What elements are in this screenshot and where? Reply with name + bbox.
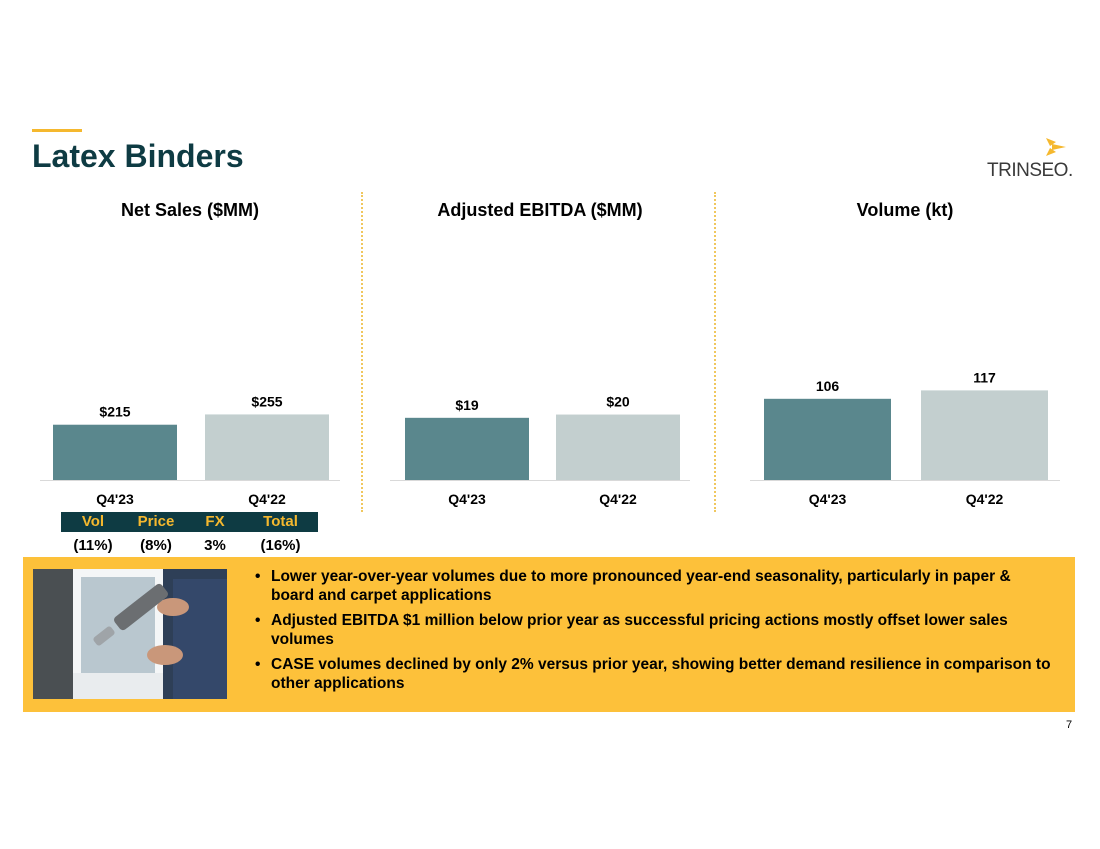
bar-q4-23	[53, 424, 177, 480]
bar-q4-23	[764, 398, 891, 480]
data-label: $19	[455, 397, 479, 413]
data-label: $215	[99, 404, 130, 420]
net-sales-bridge-values: (11%) (8%) 3% (16%)	[61, 536, 318, 556]
title-accent-line	[32, 129, 82, 132]
data-label: 106	[816, 378, 840, 394]
category-label: Q4'23	[448, 491, 486, 507]
net-sales-chart: $215 Q4'23 $255 Q4'22	[40, 393, 340, 507]
page-title: Latex Binders	[32, 138, 244, 174]
logo-wordmark: TRINSEO.	[987, 160, 1073, 181]
bar-q4-22	[556, 414, 680, 480]
category-label: Q4'22	[248, 491, 286, 507]
chevron-logo-icon	[1046, 138, 1066, 156]
net-sales-bridge-header: Vol Price FX Total	[61, 512, 318, 532]
bullet-ebitda: Adjusted EBITDA $1 million below prior y…	[253, 611, 1053, 649]
adjusted-ebitda-chart: $19 Q4'23 $20 Q4'22	[390, 394, 690, 507]
category-label: Q4'23	[96, 491, 134, 507]
bar-q4-23	[405, 417, 529, 480]
window-sealant-photo	[33, 569, 227, 699]
category-label: Q4'23	[809, 491, 847, 507]
volume-chart-title: Volume (kt)	[856, 200, 954, 220]
bridge-header-vol: Vol	[81, 513, 105, 530]
bullet-case-volumes: CASE volumes declined by only 2% versus …	[253, 655, 1053, 693]
bridge-value-fx: 3%	[204, 537, 226, 554]
net-sales-chart-title: Net Sales ($MM)	[120, 200, 260, 220]
trinseo-logo: TRINSEO.	[984, 136, 1076, 182]
bridge-value-vol: (11%)	[73, 537, 113, 554]
volume-chart: 106 Q4'23 117 Q4'22	[750, 369, 1060, 507]
chart-divider-2	[714, 192, 716, 512]
commentary-banner: Lower year-over-year volumes due to more…	[23, 557, 1075, 712]
data-label: $20	[606, 394, 630, 410]
bridge-value-total: (16%)	[260, 537, 301, 554]
bridge-value-price: (8%)	[140, 537, 172, 554]
bridge-header-price: Price	[137, 513, 175, 530]
bullet-volumes: Lower year-over-year volumes due to more…	[253, 567, 1053, 605]
category-label: Q4'22	[966, 491, 1004, 507]
bridge-header-fx: FX	[205, 513, 225, 530]
adjusted-ebitda-chart-title: Adjusted EBITDA ($MM)	[437, 200, 643, 220]
bar-q4-22	[205, 414, 329, 480]
commentary-bullets: Lower year-over-year volumes due to more…	[253, 567, 1053, 699]
chart-divider-1	[361, 192, 363, 512]
bridge-header-total: Total	[263, 513, 298, 530]
data-label: $255	[251, 393, 282, 409]
category-label: Q4'22	[599, 491, 637, 507]
data-label: 117	[973, 369, 996, 385]
bar-q4-22	[921, 390, 1048, 480]
page-number: 7	[1066, 719, 1073, 731]
